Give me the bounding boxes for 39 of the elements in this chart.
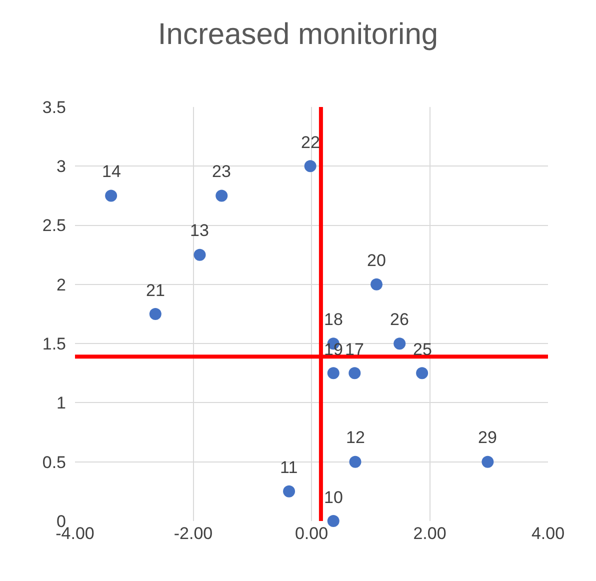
annotation: 11: [280, 458, 298, 477]
annotation: 10: [324, 488, 343, 507]
point: [394, 338, 406, 350]
point: [327, 515, 340, 527]
annotation: 18: [324, 310, 343, 329]
point: [370, 278, 383, 290]
annotation: 12: [346, 428, 365, 447]
y-tick-label: 1: [56, 394, 66, 413]
annotation: 21: [146, 281, 165, 300]
point: [105, 190, 118, 202]
x-tick-label: -2.00: [174, 524, 213, 543]
y-tick-label: 2: [56, 275, 66, 294]
annotation: 14: [102, 162, 121, 181]
annotation: 20: [367, 251, 386, 270]
y-tick-label: 2.5: [42, 216, 66, 236]
annotation: 25: [413, 340, 432, 359]
point: [327, 367, 340, 380]
point: [304, 160, 316, 172]
annotation: 26: [390, 310, 409, 329]
point: [416, 367, 428, 380]
point: [216, 190, 228, 202]
point: [482, 456, 494, 468]
x-tick-label: 4.00: [531, 524, 565, 543]
annotation: 23: [212, 162, 231, 181]
point: [149, 308, 162, 320]
x-tick-label: 0.00: [294, 524, 328, 543]
chart-title: Increased monitoring: [158, 18, 438, 52]
annotation: 29: [478, 428, 497, 447]
point: [349, 456, 362, 468]
y-tick-label: 1.5: [42, 334, 66, 354]
point: [348, 367, 361, 380]
y-tick-label: 3: [56, 157, 66, 176]
y-tick-label: 0.5: [42, 452, 66, 472]
point: [283, 485, 296, 498]
point: [194, 248, 206, 261]
annotation: 17: [345, 340, 364, 359]
x-tick-label: 2.00: [413, 524, 446, 543]
annotation: 13: [190, 221, 209, 240]
y-tick-label: 3.5: [42, 98, 66, 117]
